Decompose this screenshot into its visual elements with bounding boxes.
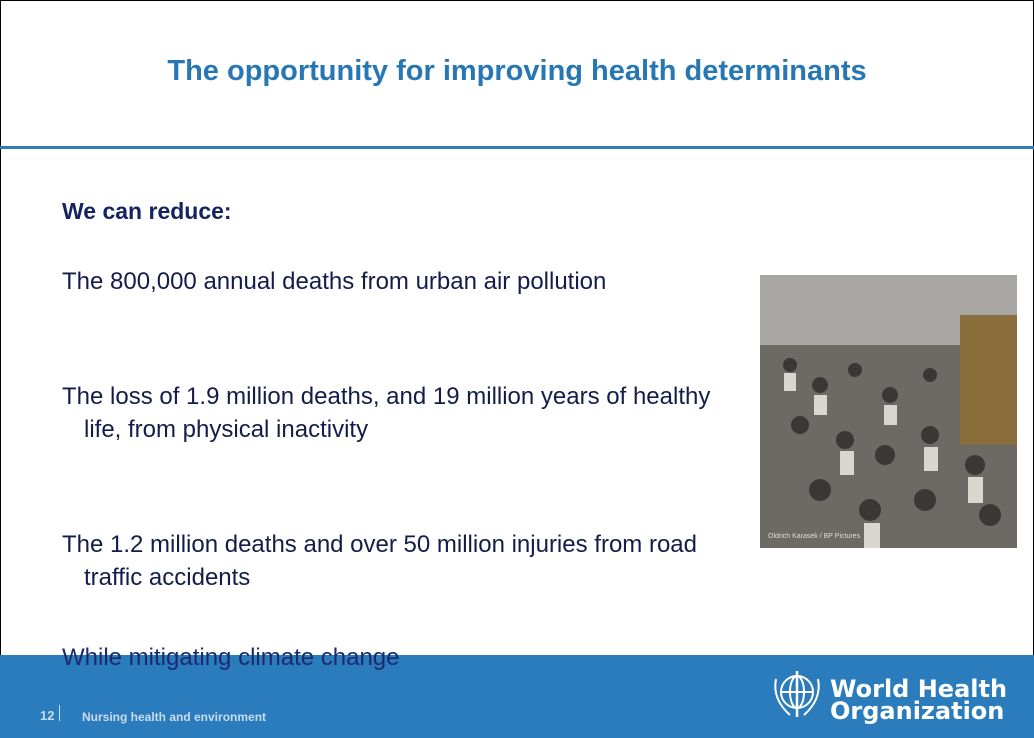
paragraph: The 1.2 million deaths and over 50 milli… [62, 528, 734, 594]
photo-credit: Oldrich Karasek / BP Pictures [768, 533, 860, 540]
paragraph: The 800,000 annual deaths from urban air… [62, 265, 734, 298]
paragraph: The loss of 1.9 million deaths, and 19 m… [62, 380, 734, 446]
logo-line: Organization [830, 700, 1007, 722]
title-rule [0, 146, 1034, 149]
footer-separator [59, 705, 60, 721]
who-emblem [768, 665, 826, 723]
page-number: 12 [40, 708, 54, 723]
paragraph: While mitigating climate change [62, 641, 734, 674]
slide-title: The opportunity for improving health det… [0, 55, 1034, 88]
logo-text: World Health Organization [830, 678, 1007, 722]
section-heading: We can reduce: [62, 198, 232, 225]
photo [760, 275, 1017, 548]
footer-text: Nursing health and environment [82, 710, 266, 724]
slide: The opportunity for improving health det… [0, 0, 1034, 738]
